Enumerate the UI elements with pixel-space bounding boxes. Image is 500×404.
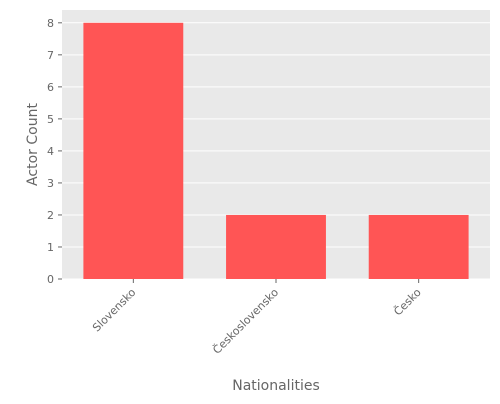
y-tick-label: 5 bbox=[47, 113, 54, 126]
y-axis-ticks: 0 1 2 3 4 5 6 7 8 bbox=[47, 17, 62, 286]
x-tick-label: Československo bbox=[210, 286, 281, 357]
y-tick-label: 7 bbox=[47, 49, 54, 62]
y-tick-label: 6 bbox=[47, 81, 54, 94]
y-tick-label: 8 bbox=[47, 17, 54, 30]
y-tick-label: 1 bbox=[47, 241, 54, 254]
y-tick-label: 3 bbox=[47, 177, 54, 190]
x-tick-label: Česko bbox=[391, 286, 424, 319]
x-axis-title: Nationalities bbox=[232, 378, 320, 394]
bar-2 bbox=[368, 214, 469, 279]
x-tick-label: Slovensko bbox=[90, 286, 139, 335]
bar-1 bbox=[226, 214, 326, 279]
x-axis-ticks: Slovensko Československo Česko bbox=[90, 279, 424, 357]
bar-0 bbox=[83, 22, 184, 280]
y-tick-label: 4 bbox=[47, 145, 54, 158]
bars bbox=[83, 22, 469, 280]
y-tick-label: 0 bbox=[47, 273, 54, 286]
y-axis-title: Actor Count bbox=[25, 103, 41, 186]
y-tick-label: 2 bbox=[47, 209, 54, 222]
